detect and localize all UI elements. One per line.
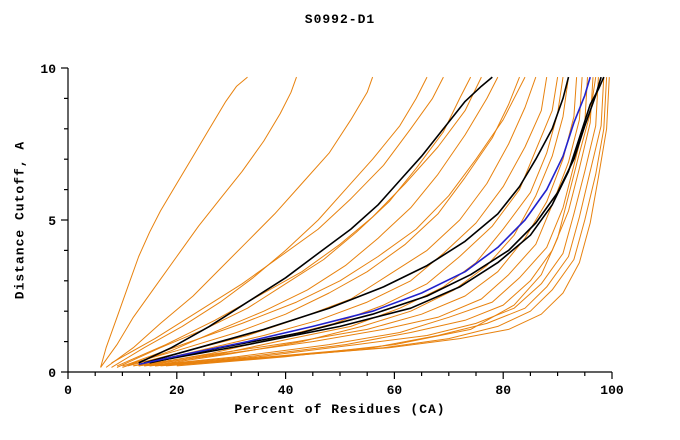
- series-line-orange: [122, 76, 499, 368]
- x-tick-label: 80: [495, 383, 511, 398]
- x-axis-label: Percent of Residues (CA): [234, 402, 446, 417]
- series-line-black: [149, 76, 602, 364]
- series-line-orange: [127, 76, 537, 367]
- series-line-orange: [116, 76, 472, 368]
- series-line-orange: [116, 76, 482, 367]
- series-line-blue: [138, 76, 591, 366]
- series-line-orange: [122, 76, 520, 367]
- series-line-orange: [111, 76, 428, 368]
- x-tick-label: 20: [169, 383, 185, 398]
- series-line-black: [143, 76, 570, 364]
- series-line-orange: [111, 76, 444, 364]
- series-line-orange: [100, 76, 248, 368]
- series-line-orange: [176, 77, 597, 367]
- series-line-orange: [133, 77, 548, 367]
- series-line-orange: [100, 76, 297, 368]
- y-tick-label: 5: [48, 214, 56, 229]
- series-line-orange: [144, 77, 588, 367]
- series-line-orange: [149, 77, 594, 367]
- series-line-orange: [138, 77, 583, 367]
- series-line-orange: [127, 76, 526, 365]
- x-tick-label: 40: [278, 383, 294, 398]
- series-line-orange: [154, 77, 610, 367]
- y-tick-label: 10: [40, 62, 56, 77]
- series-line-black: [154, 76, 605, 363]
- series-line-orange: [138, 77, 559, 367]
- x-tick-label: 0: [64, 383, 72, 398]
- series-line-orange: [105, 76, 374, 368]
- chart-title: S0992-D1: [304, 12, 376, 27]
- y-tick-label: 0: [48, 366, 56, 381]
- series-line-orange: [154, 77, 599, 367]
- series-line-black: [138, 76, 493, 364]
- series-line-orange: [149, 77, 569, 367]
- x-tick-label: 100: [600, 383, 624, 398]
- x-tick-label: 60: [387, 383, 403, 398]
